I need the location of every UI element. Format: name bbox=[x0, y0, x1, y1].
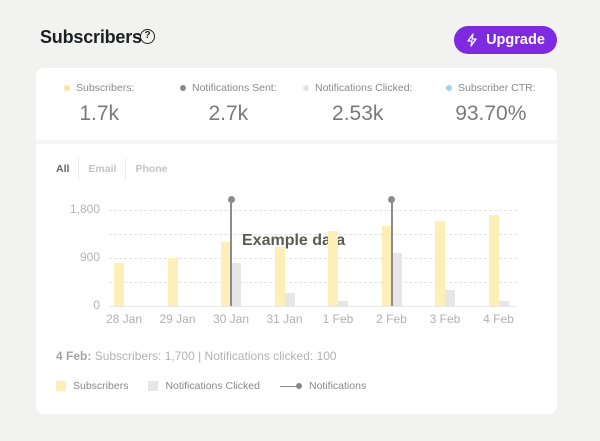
help-icon[interactable]: ? bbox=[140, 29, 155, 44]
tab-all[interactable]: All bbox=[56, 163, 70, 175]
subscribers-card: Subscribers: 1.7k Notifications Sent: 2.… bbox=[36, 68, 557, 414]
stat-value: 93.70% bbox=[455, 102, 527, 125]
stats-row: Subscribers: 1.7k Notifications Sent: 2.… bbox=[36, 68, 557, 144]
page-title: Subscribers bbox=[40, 27, 142, 47]
line-marker-icon bbox=[280, 382, 302, 390]
notification-marker-line[interactable] bbox=[230, 198, 232, 306]
legend-label: Notifications bbox=[309, 380, 367, 392]
bar-notifications-clicked[interactable] bbox=[391, 252, 402, 306]
gridline bbox=[109, 234, 517, 235]
bar-subscribers[interactable] bbox=[114, 263, 124, 306]
gridline bbox=[109, 282, 517, 283]
y-tick: 1,800 bbox=[69, 202, 100, 216]
legend-label: Subscribers bbox=[73, 380, 129, 392]
upgrade-label: Upgrade bbox=[486, 32, 545, 48]
caption-text: Subscribers: 1,700 | Notifications click… bbox=[94, 349, 337, 363]
stat-value: 1.7k bbox=[79, 102, 120, 125]
lightning-icon bbox=[467, 33, 477, 47]
stat-subscribers: Subscribers: 1.7k bbox=[64, 82, 134, 126]
bar-subscribers[interactable] bbox=[221, 242, 231, 306]
bar-notifications-clicked[interactable] bbox=[445, 290, 455, 306]
hover-caption: 4 Feb: Subscribers: 1,700 | Notification… bbox=[56, 349, 337, 363]
bar-notifications-clicked[interactable] bbox=[498, 300, 509, 306]
notification-marker-dot[interactable] bbox=[388, 196, 395, 203]
gridline bbox=[109, 258, 517, 259]
x-tick: 29 Jan bbox=[159, 312, 196, 326]
header: Subscribers ? Upgrade bbox=[40, 26, 557, 54]
legend: Subscribers Notifications Clicked Notifi… bbox=[56, 380, 386, 392]
notification-marker-line[interactable] bbox=[390, 198, 393, 306]
legend-notifications-clicked[interactable]: Notifications Clicked bbox=[148, 380, 260, 392]
bar-subscribers[interactable] bbox=[488, 215, 499, 306]
bar-subscribers[interactable] bbox=[381, 226, 392, 306]
bar-subscribers[interactable] bbox=[274, 247, 285, 306]
tab-phone[interactable]: Phone bbox=[125, 158, 176, 180]
x-tick: 2 Feb bbox=[376, 312, 407, 326]
legend-label: Notifications Clicked bbox=[165, 380, 260, 392]
y-tick: 900 bbox=[79, 250, 100, 264]
dot-icon bbox=[446, 85, 452, 91]
gridline bbox=[109, 210, 517, 211]
example-data-label: Example data bbox=[242, 232, 346, 249]
x-tick: 28 Jan bbox=[105, 312, 143, 326]
stat-value: 2.7k bbox=[208, 102, 249, 125]
stat-notifications-clicked: Notifications Clicked: 2.53k bbox=[303, 82, 412, 126]
subscribers-chart: 1,800 900 0 Example data 28 Jan 29 Jan 30 … bbox=[36, 188, 557, 338]
stat-label: Subscribers: bbox=[76, 82, 135, 94]
stat-value: 2.53k bbox=[332, 102, 384, 125]
y-tick: 0 bbox=[93, 298, 100, 312]
bar-notifications-clicked[interactable] bbox=[284, 292, 295, 306]
channel-tabs: All Email Phone bbox=[56, 157, 177, 181]
swatch-icon bbox=[148, 381, 159, 391]
bar-notifications-clicked[interactable] bbox=[231, 263, 241, 306]
x-tick: 4 Feb bbox=[483, 312, 514, 326]
x-axis bbox=[109, 306, 517, 307]
x-tick: 30 Jan bbox=[212, 312, 250, 326]
x-tick: 31 Jan bbox=[266, 312, 303, 326]
x-tick: 1 Feb bbox=[322, 312, 354, 326]
bar-subscribers[interactable] bbox=[435, 220, 445, 306]
tab-email[interactable]: Email bbox=[78, 158, 125, 180]
caption-date: 4 Feb: bbox=[56, 349, 92, 363]
stat-label: Subscriber CTR: bbox=[458, 82, 536, 94]
stat-label: Notifications Clicked: bbox=[315, 82, 413, 94]
dot-icon bbox=[303, 85, 309, 91]
bar-subscribers[interactable] bbox=[328, 231, 338, 306]
swatch-icon bbox=[56, 381, 66, 391]
dot-icon bbox=[64, 85, 70, 91]
stat-notifications-sent: Notifications Sent: 2.7k bbox=[180, 82, 277, 126]
bar-notifications-clicked[interactable] bbox=[338, 300, 348, 306]
upgrade-button[interactable]: Upgrade bbox=[454, 26, 557, 54]
legend-notifications[interactable]: Notifications bbox=[280, 380, 366, 392]
notification-marker-dot[interactable] bbox=[227, 196, 235, 203]
legend-subscribers[interactable]: Subscribers bbox=[56, 380, 128, 392]
x-tick: 3 Feb bbox=[429, 312, 461, 326]
stat-subscriber-ctr: Subscriber CTR: 93.70% bbox=[446, 82, 536, 126]
stat-label: Notifications Sent: bbox=[192, 82, 277, 94]
dot-icon bbox=[180, 85, 186, 91]
bar-subscribers[interactable] bbox=[167, 258, 178, 306]
